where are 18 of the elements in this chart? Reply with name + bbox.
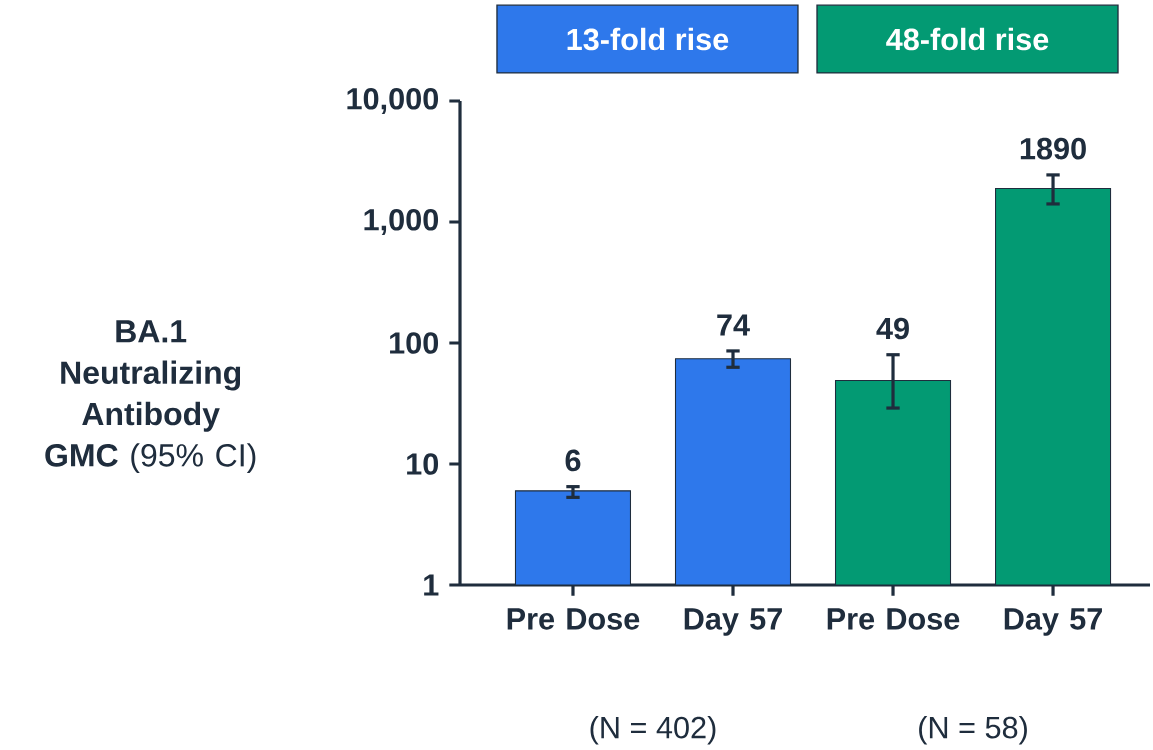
y-tick-label: 1	[424, 574, 439, 596]
data-label: 49	[876, 317, 909, 340]
y-tick-label: 100	[390, 332, 439, 354]
data-label: 6	[565, 449, 581, 472]
text: (N = 58)	[919, 715, 1027, 745]
y-tick-label: 10	[407, 453, 439, 475]
data-label: 74	[717, 314, 750, 336]
data-label: 1890	[1020, 137, 1086, 160]
y-tick-label: 1,000	[364, 208, 439, 236]
x-tick-label: Day 57	[1004, 608, 1102, 636]
text: 48-fold rise	[886, 27, 1049, 51]
x-tick-label: Pre Dose	[827, 608, 960, 630]
y-tick-label: 10,000	[347, 87, 439, 115]
x-tick-label: Pre Dose	[507, 608, 640, 630]
y-axis-title: BA.1 Neutralizing Antibody GMC (95% CI)	[45, 320, 256, 473]
text: (N = 402)	[590, 715, 716, 745]
text: 13-fold rise	[567, 27, 729, 51]
x-tick-label: Day 57	[684, 608, 782, 636]
